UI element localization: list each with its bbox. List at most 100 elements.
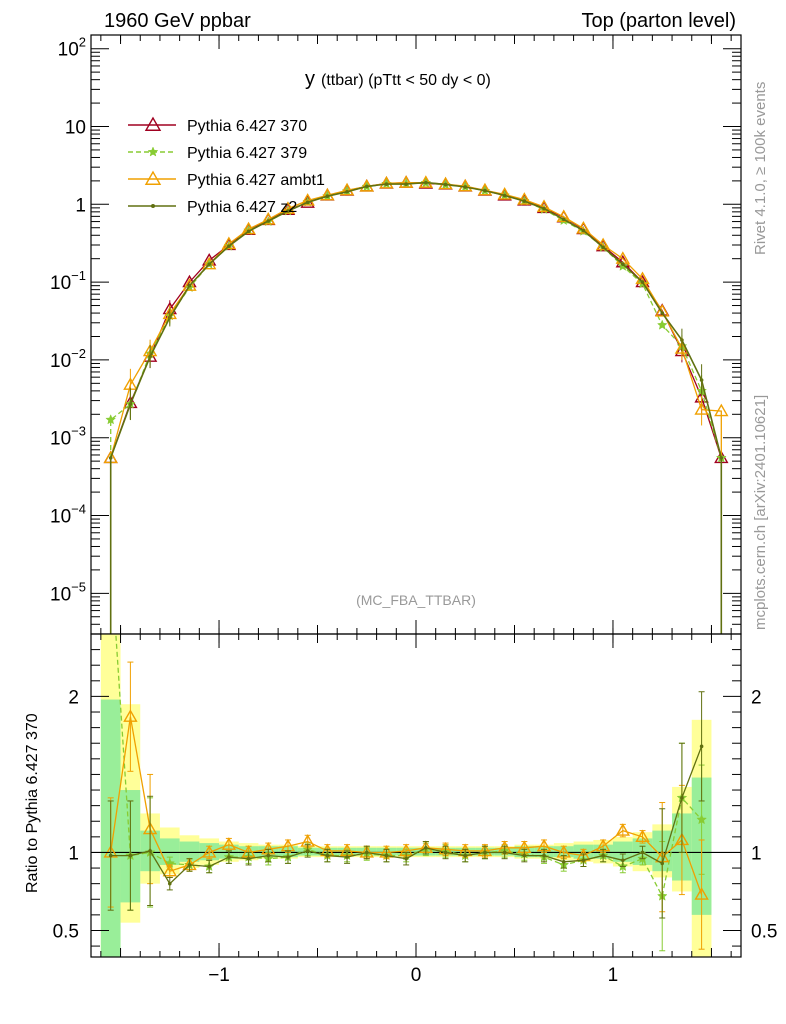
main-point-3-28 [660,311,665,315]
ratio-point-2-22 [542,853,546,858]
ratio-xtick-label: −1 [208,965,230,986]
ratio-line-1 [110,716,703,895]
main-series-2 [103,175,729,634]
ratio-point-2-18 [463,853,468,858]
main-point-1-0 [105,414,117,425]
main-point-2-17 [438,176,453,190]
ratio-point-2-2 [148,849,152,853]
main-ytick-label: 102 [58,35,86,61]
legend-marker [151,204,155,208]
legend-entry-1: Pythia 6.427 379 [128,145,307,162]
main-ytick-label: 10−2 [50,346,86,372]
main-ytick-label: 10−3 [50,424,86,450]
main-point-2-23 [556,209,571,223]
ratio-point-2-7 [246,856,251,861]
main-point-3-16 [424,180,428,185]
main-series-0 [103,175,729,634]
main-point-2-15 [398,175,414,188]
main-point-3-26 [621,262,625,266]
ratio-series-2 [107,691,705,919]
ratio-point-2-27 [640,850,645,855]
main-point-2-9 [280,201,296,214]
main-point-3-5 [207,262,211,266]
main-point-3-10 [305,200,310,205]
main-point-3-31 [719,456,724,460]
main-point-2-16 [418,175,434,188]
main-line-2 [110,181,722,634]
ratio-point-1-1 [123,709,138,722]
header-left: 1960 GeV ppbar [104,10,251,32]
main-point-3-12 [345,189,349,194]
main-point-3-8 [266,219,271,223]
header-right: Top (parton level) [581,10,736,32]
main-point-2-10 [300,193,315,206]
main-ytick-label: 10−4 [50,502,86,528]
ratio-point-1-27 [635,829,650,843]
ratio-point-1-30 [694,887,709,900]
ratio-ytick-label: 2 [68,687,79,708]
ratio-point-2-30 [699,744,704,749]
ratio-ytick-label-right: 0.5 [751,921,777,942]
legend-entry-2: Pythia 6.427 ambt1 [128,170,325,189]
main-line-0 [110,181,722,634]
main-ytick-label: 10−5 [50,579,86,605]
ratio-point-2-26 [621,858,625,863]
main-point-1-28 [656,319,668,330]
ratio-point-1-6 [221,837,237,850]
main-point-3-11 [325,194,330,199]
main-point-3-20 [502,193,507,198]
main-point-3-19 [483,188,487,193]
main-point-2-31 [714,403,729,417]
ratio-point-2-3 [167,881,172,886]
ratio-xtick-label: 0 [411,965,422,986]
main-point-3-9 [286,209,290,213]
legend-entry-0: Pythia 6.427 370 [128,116,307,135]
main-point-2-24 [576,220,591,234]
ratio-ylabel: Ratio to Pythia 6.427 370 [24,713,41,893]
legend-marker [147,146,159,157]
legend-marker [144,116,162,131]
main-ytick-label: 10−1 [50,268,86,294]
main-point-3-24 [581,228,586,233]
main-point-3-25 [601,245,605,250]
main-panel: 10−5 10−4 10−3 10−2 10−1 1 10 102 y (ttbar) (pT… [50,34,742,635]
ratio-point-2-5 [207,864,211,869]
rivet-label: Rivet 4.1.0, ≥ 100k events [752,82,769,255]
ratio-point-2-12 [345,855,349,859]
ratio-point-2-4 [187,863,192,867]
main-point-2-22 [536,199,552,212]
main-point-3-22 [542,206,546,211]
main-ytick-label: 10 [65,118,86,139]
legend-marker [144,170,162,185]
band-green-4 [179,841,200,862]
legend-label: Pythia 6.427 370 [187,118,307,135]
main-point-2-14 [379,175,394,189]
ratio-series-0 [115,634,708,952]
watermark: (MC_FBA_TTBAR) [356,592,476,608]
ratio-point-2-9 [286,855,290,859]
ratio-point-1-5 [201,845,217,858]
main-series-1 [105,177,727,634]
ratio-point-2-1 [128,853,133,858]
main-point-3-6 [227,244,231,248]
ratio-point-2-13 [364,850,369,855]
ratio-point-2-15 [404,856,408,861]
main-point-3-17 [443,182,448,187]
ratio-ytick-label-right: 2 [751,687,762,708]
main-point-2-4 [182,278,197,291]
ratio-ytick-label-right: 1 [751,843,762,864]
ratio-series-1 [103,661,709,950]
ratio-panel: 0.5 0.5 1 1 2 2 −1 0 1 Ratio to Pythia 6.427 370 [24,633,777,986]
main-point-3-18 [463,185,468,189]
main-line-3 [109,181,723,634]
main-point-2-21 [517,192,532,205]
main-point-3-0 [108,456,113,460]
main-point-3-4 [187,283,192,288]
main-ytick-label: 1 [75,195,86,216]
ratio-point-2-11 [325,853,330,858]
main-point-2-20 [497,187,512,200]
main-point-2-28 [655,304,670,317]
main-point-3-27 [640,280,645,284]
legend-label: Pythia 6.427 z2 [187,199,297,216]
legend: Pythia 6.427 370 Pythia 6.427 379 Pythia 6… [128,116,325,216]
